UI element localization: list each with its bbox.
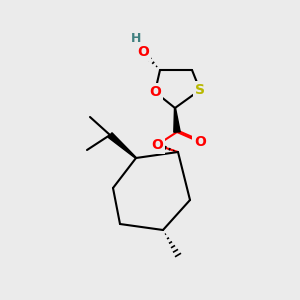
Polygon shape: [108, 133, 136, 158]
Polygon shape: [174, 108, 180, 132]
Text: S: S: [195, 83, 205, 97]
Text: H: H: [131, 32, 141, 44]
Text: O: O: [194, 135, 206, 149]
Text: O: O: [137, 45, 149, 59]
Text: O: O: [149, 85, 161, 99]
Text: O: O: [151, 138, 163, 152]
